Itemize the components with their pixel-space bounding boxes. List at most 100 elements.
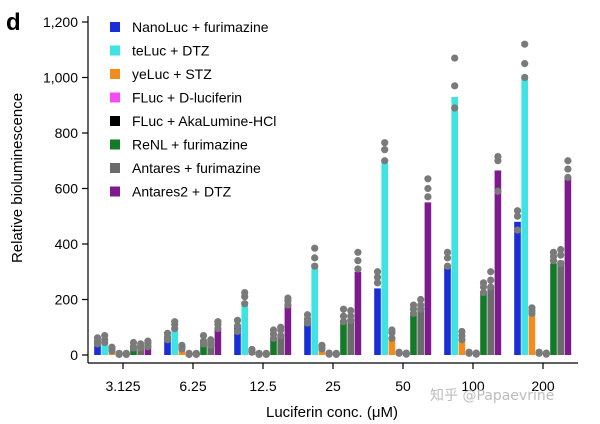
bar [417,310,424,355]
bars-layer [94,74,572,356]
legend-swatch [110,163,120,173]
data-point [521,73,529,82]
legend-entry: FLuc + D-luciferin [132,90,242,106]
y-tick-label: 1,200 [43,14,78,30]
data-point [185,349,193,357]
data-point [564,173,572,181]
data-point [262,349,270,357]
data-point [424,175,432,183]
data-point [339,312,348,320]
data-point [549,248,558,256]
y-tick-label: 200 [55,292,79,308]
data-point [373,279,382,287]
data-point [388,334,396,342]
data-point [381,157,389,165]
bar [528,313,536,355]
data-point [354,248,362,256]
data-point [521,40,529,48]
bar [388,337,396,355]
data-point [199,331,208,340]
bar [200,341,207,355]
data-point [402,349,410,357]
data-point [277,331,285,340]
x-tick-label: 12.5 [249,378,276,394]
bar [171,327,178,355]
data-point [303,311,312,319]
data-point [233,322,242,330]
bar [101,341,108,355]
bar [494,170,502,355]
data-point [101,331,109,340]
data-point [311,244,319,252]
data-point [557,245,565,254]
data-point [487,268,495,276]
data-point [451,82,459,90]
data-point [479,288,488,297]
x-tick-label: 100 [461,378,485,394]
bar [354,271,362,355]
bar [234,327,241,355]
data-point [528,304,536,312]
data-point [93,334,102,342]
data-point [122,349,130,357]
data-point [318,341,326,349]
data-point [557,259,565,268]
dots-layer [93,40,572,359]
data-point [325,349,333,357]
data-point [207,336,215,344]
data-point [233,327,242,336]
bar [207,344,214,355]
data-point [472,349,480,357]
data-point [284,294,292,302]
x-tick-label: 25 [325,378,341,394]
data-point [241,300,249,308]
bar [304,320,311,355]
data-point [311,262,319,270]
y-tick-label: 0 [70,347,78,363]
data-point [354,265,362,273]
bar [458,337,466,355]
data-point [178,341,186,349]
data-point [417,301,425,309]
x-tick-label: 3.125 [105,378,140,394]
data-point [332,349,340,357]
bar [424,202,432,355]
x-axis: 3.125 6.25 12.5 25 50 100 200 [88,362,578,394]
data-point [241,288,249,297]
legend-swatch [110,69,120,79]
data-point [255,349,263,357]
data-point [542,349,550,357]
bar [410,314,417,355]
data-point [277,323,285,331]
data-point [424,184,432,193]
data-point [192,349,200,357]
watermark: 知乎 @Papaevrine [430,387,554,404]
data-point [269,326,278,334]
data-point [409,301,418,309]
bar [340,320,347,355]
legend: NanoLuc + furimazine teLuc + DTZ yeLuc + S… [110,19,276,200]
data-point [564,165,572,173]
data-point [513,226,522,234]
data-point [479,279,488,287]
y-tick-label: 1,000 [43,70,78,86]
legend-swatch [110,45,120,56]
legend-entry: Antares + furimazine [132,160,261,176]
bar [270,337,277,355]
data-point [311,254,319,262]
bar [451,96,458,356]
bar [564,177,572,355]
data-point [557,251,565,259]
data-point [163,329,172,337]
bar [277,336,284,355]
bar [514,221,521,355]
bar [94,341,101,355]
bar [284,303,292,355]
bar [487,285,494,355]
legend-entry: teLuc + DTZ [132,43,210,59]
bar [374,288,381,355]
bar [521,74,528,355]
bar [347,318,354,355]
data-point [381,139,389,147]
